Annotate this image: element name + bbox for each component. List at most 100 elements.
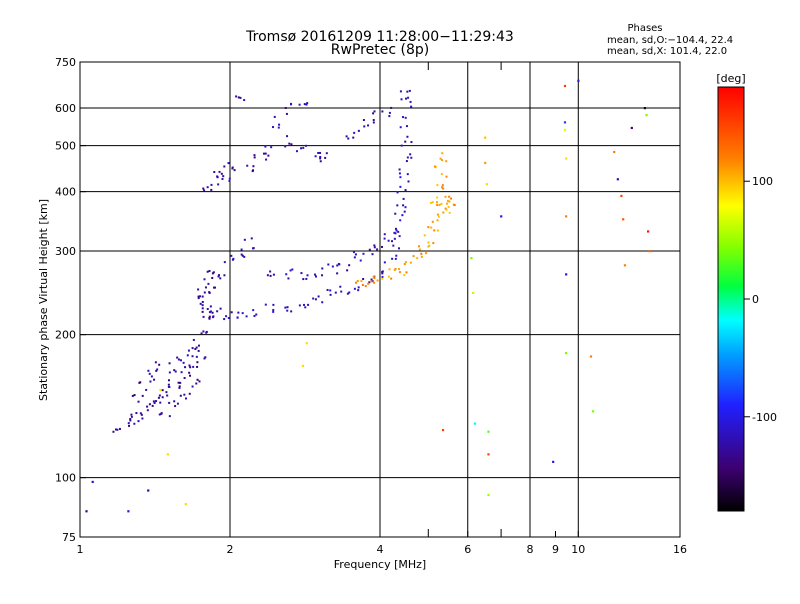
data-point (406, 135, 409, 138)
data-point (186, 354, 189, 357)
data-point (212, 315, 215, 318)
data-point (416, 257, 419, 260)
data-point (368, 248, 371, 251)
x-tick-label: 9 (552, 543, 559, 556)
data-point (371, 280, 374, 283)
data-point (202, 315, 205, 318)
data-point (487, 430, 490, 433)
data-point (403, 263, 406, 266)
data-point (184, 366, 187, 369)
data-point (298, 304, 301, 307)
data-point (197, 297, 200, 300)
data-point (205, 331, 208, 334)
data-point (174, 370, 177, 373)
data-point (441, 428, 445, 432)
data-point (446, 199, 449, 202)
data-point (388, 268, 391, 271)
data-point (441, 184, 444, 187)
data-point (392, 244, 395, 247)
data-point (253, 156, 256, 159)
data-point (363, 125, 366, 128)
data-point (394, 212, 397, 215)
data-point (439, 157, 442, 160)
data-point (372, 121, 375, 124)
data-point (243, 255, 246, 258)
data-point (305, 277, 308, 280)
data-point (139, 381, 142, 384)
data-point (303, 303, 306, 306)
data-point (645, 114, 648, 117)
y-axis-ticks: 75 100 200 300 400 500 600 750 (55, 56, 86, 544)
data-point (430, 226, 433, 229)
data-point (357, 129, 360, 132)
data-point (487, 453, 490, 456)
data-point (228, 180, 231, 183)
data-point (208, 317, 211, 320)
data-point (400, 98, 403, 101)
data-point (305, 103, 308, 106)
data-point (324, 156, 327, 159)
data-point (198, 295, 201, 298)
data-point (167, 383, 170, 386)
y-tick-label: 750 (55, 56, 76, 69)
data-point (91, 480, 94, 484)
data-point (141, 394, 144, 397)
data-point (208, 311, 211, 314)
data-point (176, 356, 179, 359)
data-point (158, 394, 161, 397)
data-point (346, 269, 349, 272)
data-point (387, 275, 390, 278)
x-tick-label: 8 (527, 543, 534, 556)
data-point (410, 105, 413, 108)
data-point (306, 102, 309, 105)
data-point (196, 361, 199, 364)
data-point (319, 157, 322, 160)
data-point (264, 152, 267, 155)
data-point (438, 204, 441, 207)
data-point (329, 293, 332, 296)
data-point (192, 338, 195, 341)
data-point (321, 301, 324, 304)
data-point (184, 397, 187, 400)
data-point (253, 314, 256, 317)
data-point (168, 415, 171, 418)
data-point (130, 413, 133, 416)
data-point (148, 372, 151, 375)
data-point (448, 200, 451, 203)
data-point (285, 112, 288, 115)
data-point (314, 155, 317, 158)
data-point (401, 116, 404, 119)
data-point (180, 371, 183, 374)
data-point (396, 191, 399, 194)
data-point (401, 214, 404, 217)
data-point (336, 264, 339, 267)
data-point (417, 245, 420, 248)
data-point (431, 201, 434, 204)
data-point (148, 403, 151, 406)
data-point (135, 412, 138, 415)
data-point (441, 152, 444, 155)
data-point (407, 96, 410, 99)
data-point (272, 303, 275, 306)
chart-title: Tromsø 20161209 11:28:00−11:29:43 (245, 29, 514, 45)
data-point (303, 103, 306, 106)
data-point (447, 205, 450, 208)
data-point (302, 146, 305, 149)
data-point (173, 369, 176, 372)
data-point (403, 210, 406, 213)
data-point (565, 215, 568, 218)
y-tick-label: 500 (55, 140, 76, 153)
data-point (348, 264, 351, 267)
data-point (146, 405, 149, 408)
data-point (155, 369, 158, 372)
data-point (339, 285, 342, 288)
data-point (347, 137, 350, 140)
data-point (240, 248, 243, 251)
data-point (203, 357, 206, 360)
data-point (394, 227, 397, 230)
data-point (436, 196, 439, 199)
data-point (201, 300, 204, 303)
data-point (192, 365, 195, 368)
data-point (223, 165, 226, 168)
data-point (591, 410, 595, 413)
